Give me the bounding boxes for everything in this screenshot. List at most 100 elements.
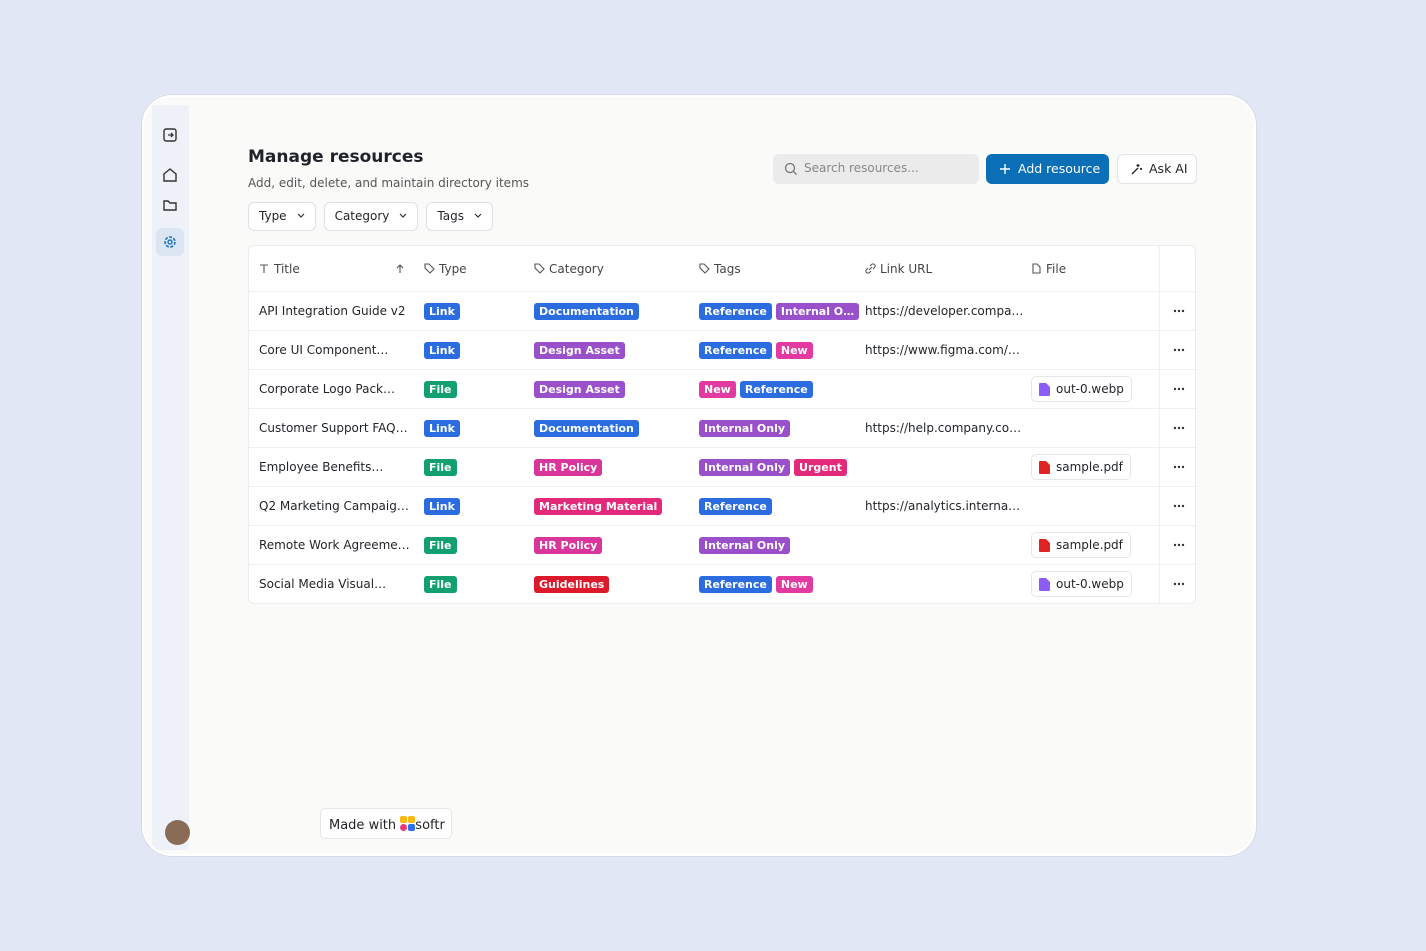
row-actions[interactable] — [1159, 370, 1197, 408]
column-header[interactable]: Category — [534, 246, 604, 291]
row-actions[interactable] — [1159, 331, 1197, 369]
file-name: out-0.webp — [1056, 577, 1124, 591]
tag: Link — [424, 419, 460, 437]
cell: Core UI Component… — [259, 331, 388, 369]
filter-button[interactable]: Type — [248, 202, 316, 231]
column-header[interactable]: Title — [259, 246, 404, 291]
cell: Corporate Logo Pack… — [259, 370, 395, 408]
file-name: sample.pdf — [1056, 538, 1123, 552]
tag: Reference — [699, 575, 772, 593]
tag: New — [775, 341, 813, 359]
link-url: https://analytics.interna… — [865, 499, 1021, 513]
cell: Marketing Material — [534, 487, 663, 525]
cell: Remote Work Agreeme… — [259, 526, 410, 564]
column-header[interactable]: File — [1031, 246, 1066, 291]
cell: Link — [424, 409, 460, 447]
table-row[interactable]: Employee Benefits… File HR Policy Internal … — [249, 447, 1195, 486]
cell: Design Asset — [534, 331, 625, 369]
file-chip[interactable]: out-0.webp — [1031, 571, 1132, 597]
tag: Reference — [699, 302, 772, 320]
column-header[interactable]: Tags — [699, 246, 741, 291]
file-chip[interactable]: sample.pdf — [1031, 454, 1131, 480]
row-actions[interactable] — [1159, 409, 1197, 447]
settings-icon[interactable] — [161, 233, 179, 251]
tag: Internal Only — [699, 536, 791, 554]
file-chip[interactable]: sample.pdf — [1031, 532, 1131, 558]
cell: Link — [424, 487, 460, 525]
row-actions[interactable] — [1159, 526, 1197, 564]
cell: Q2 Marketing Campaig… — [259, 487, 409, 525]
column-header[interactable]: Link URL — [865, 246, 932, 291]
settings-active[interactable] — [156, 228, 184, 256]
sidebar — [152, 105, 190, 850]
made-with: Made with — [329, 818, 397, 833]
cell: Internal Only Urgent — [699, 448, 847, 486]
page-subtitle: Add, edit, delete, and maintain director… — [248, 176, 530, 190]
table-row[interactable]: API Integration Guide v2 Link Documentatio… — [249, 291, 1195, 330]
user-avatar[interactable] — [165, 820, 190, 845]
column-label: Category — [549, 261, 604, 276]
home-icon[interactable] — [161, 166, 179, 184]
column-label: Tags — [714, 261, 741, 276]
filter-button[interactable]: Category — [323, 202, 419, 231]
cell: Link — [424, 331, 460, 369]
cell: File — [424, 565, 457, 603]
link-url: https://www.figma.com/… — [865, 343, 1020, 357]
table-row[interactable]: Customer Support FAQ… Link Documentation In… — [249, 408, 1195, 447]
tag: HR Policy — [534, 458, 603, 476]
cell: out-0.webp — [1031, 565, 1132, 603]
tag: Link — [424, 302, 460, 320]
tag: Guidelines — [534, 575, 610, 593]
tag: File — [424, 458, 457, 476]
tag: Documentation — [534, 419, 639, 437]
cell: Employee Benefits… — [259, 448, 383, 486]
cell: Documentation — [534, 409, 639, 447]
cell: https://developer.compa… — [865, 292, 1023, 330]
cell: https://analytics.interna… — [865, 487, 1020, 525]
cell: Reference New — [699, 331, 813, 369]
made-with-badge[interactable]: Made with softr — [320, 808, 452, 839]
cell: Design Asset — [534, 370, 625, 408]
column-label: File — [1046, 261, 1067, 276]
cell: Guidelines — [534, 565, 610, 603]
title: Q2 Marketing Campaig… — [259, 499, 409, 513]
add-button[interactable]: Add resource — [986, 154, 1109, 184]
tag: New — [699, 380, 736, 398]
table-row[interactable]: Remote Work Agreeme… File HR Policy Interna… — [249, 525, 1195, 564]
cell: https://www.figma.com/… — [865, 331, 1020, 369]
title: API Integration Guide v2 — [259, 304, 406, 318]
tag: File — [424, 575, 457, 593]
file-name: out-0.webp — [1056, 382, 1124, 396]
cell: HR Policy — [534, 448, 603, 486]
tag: Internal O… — [775, 302, 860, 320]
row-actions[interactable] — [1159, 565, 1197, 603]
file-chip[interactable]: out-0.webp — [1031, 376, 1132, 402]
table-row[interactable]: Corporate Logo Pack… File Design Asset New R… — [249, 369, 1195, 408]
column-header[interactable]: Type — [424, 246, 467, 291]
app-frame: Manage resources Add, edit, delete, and … — [142, 95, 1256, 856]
row-actions[interactable] — [1159, 487, 1197, 525]
ask-ai-button[interactable]: Ask AI — [1117, 154, 1197, 184]
tag: Urgent — [794, 458, 847, 476]
table-row[interactable]: Q2 Marketing Campaig… Link Marketing Mater… — [249, 486, 1195, 525]
collapse-icon[interactable] — [161, 126, 179, 144]
page-title: Manage resources — [248, 147, 424, 167]
cell: Reference New — [699, 565, 813, 603]
ask-label: Ask AI — [1149, 161, 1188, 176]
tag: Reference — [739, 380, 813, 398]
search-input[interactable]: Search resources... — [773, 154, 979, 184]
file-name: sample.pdf — [1056, 460, 1123, 474]
cell: Documentation — [534, 292, 639, 330]
table-row[interactable]: Core UI Component… Link Design Asset Refere… — [249, 330, 1195, 369]
softr-logo — [400, 816, 416, 831]
cell: Reference — [699, 487, 772, 525]
filter-button[interactable]: Tags — [426, 202, 493, 231]
row-actions[interactable] — [1159, 292, 1197, 330]
folder-icon[interactable] — [161, 196, 179, 214]
cell: File — [424, 526, 457, 564]
table-row[interactable]: Social Media Visual… File Guidelines Refere… — [249, 564, 1195, 603]
tag: Documentation — [534, 302, 639, 320]
row-actions[interactable] — [1159, 448, 1197, 486]
